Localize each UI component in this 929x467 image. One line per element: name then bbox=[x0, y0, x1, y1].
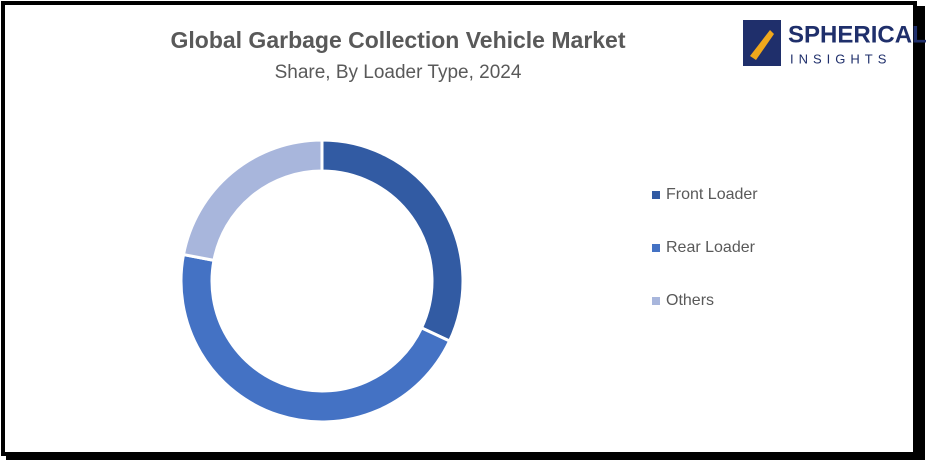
logo-name: SPHERICAL bbox=[788, 21, 927, 48]
logo-tagline: INSIGHTS bbox=[790, 51, 891, 66]
legend-swatch bbox=[652, 297, 660, 305]
shadow bbox=[917, 6, 925, 458]
legend-swatch bbox=[652, 244, 660, 252]
donut-slice bbox=[181, 138, 324, 263]
logo: SPHERICAL INSIGHTS bbox=[743, 20, 927, 66]
donut-slice bbox=[179, 252, 452, 424]
chart-subtitle: Share, By Loader Type, 2024 bbox=[275, 62, 522, 83]
legend-swatch bbox=[652, 191, 660, 199]
shadow bbox=[6, 455, 925, 460]
frame bbox=[1, 1, 917, 456]
chart-title: Global Garbage Collection Vehicle Market bbox=[170, 27, 625, 53]
legend-label: Rear Loader bbox=[666, 239, 756, 256]
logo-mark bbox=[750, 30, 774, 60]
legend-label: Front Loader bbox=[666, 186, 758, 203]
legend-label: Others bbox=[666, 292, 714, 309]
